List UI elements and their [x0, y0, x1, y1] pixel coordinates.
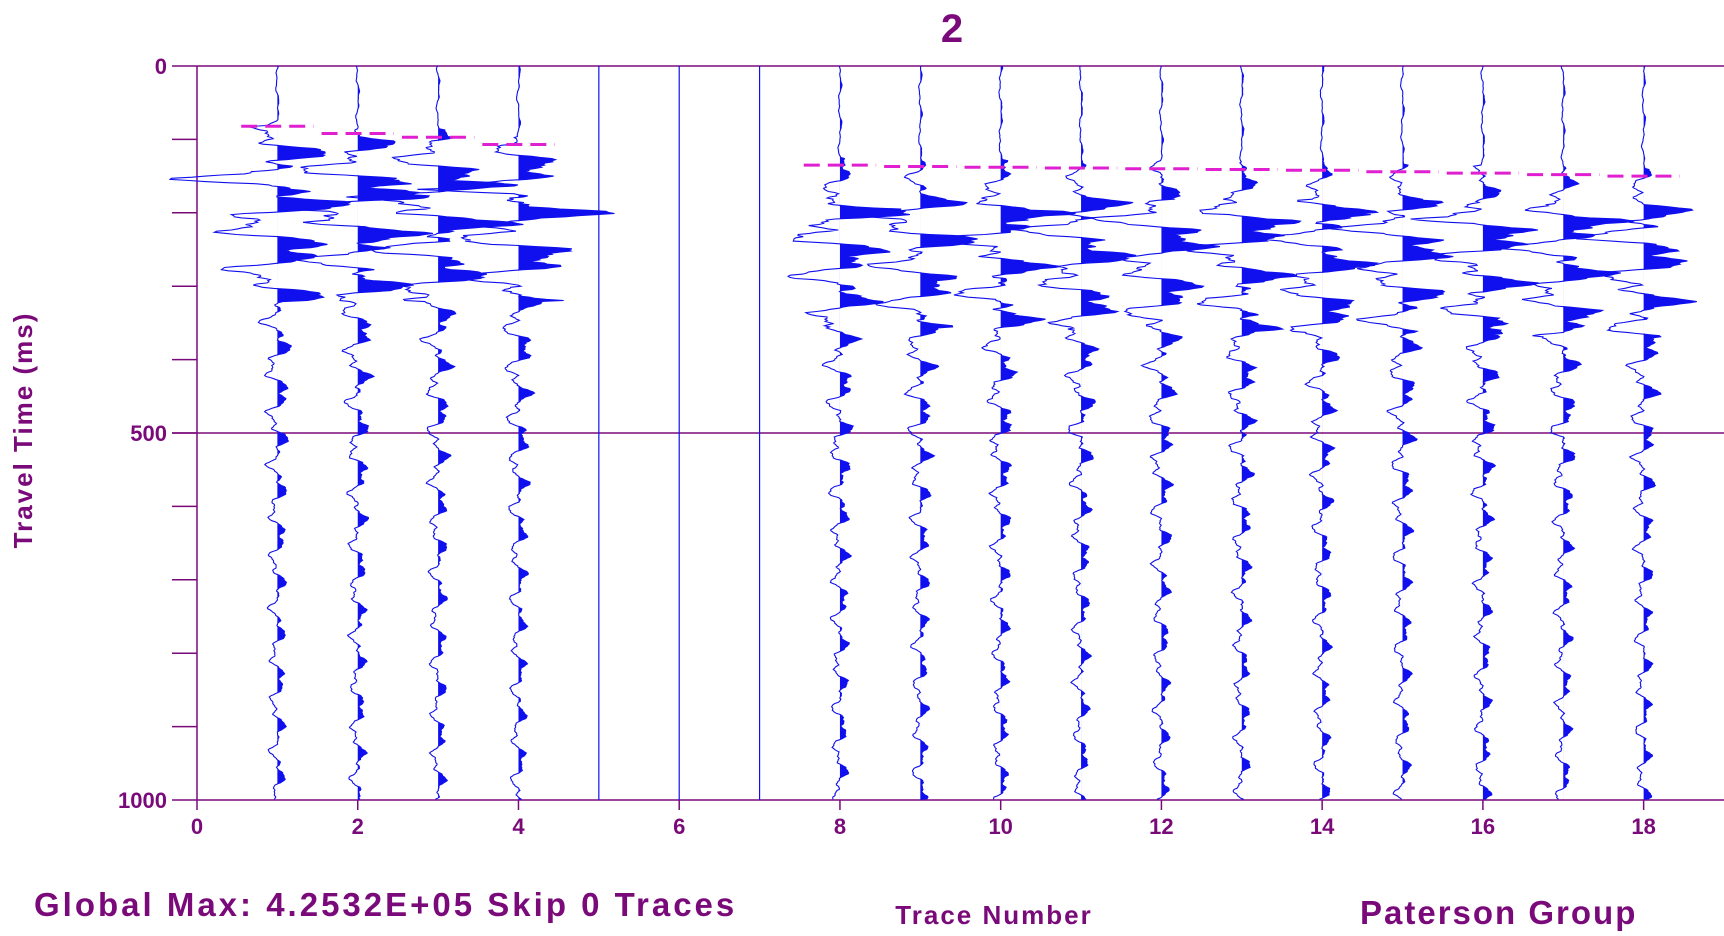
trace-fill [1643, 66, 1697, 800]
x-tick-label: 2 [352, 814, 364, 839]
trace-fill [1000, 66, 1076, 800]
x-tick-label: 18 [1631, 814, 1655, 839]
trace-wiggle [1252, 65, 1380, 800]
trace-fill [839, 66, 910, 800]
company-label: Paterson Group [1360, 894, 1637, 931]
trace-wiggles [168, 65, 1697, 800]
x-tick-label: 14 [1310, 814, 1335, 839]
trace-wiggle [1328, 65, 1454, 800]
x-tick-label: 8 [834, 814, 846, 839]
trace-wiggle [1410, 66, 1539, 800]
y-tick-labels: 0 500 1000 [118, 54, 167, 813]
trace-wiggle [864, 65, 978, 800]
global-max-label: Global Max: 4.2532E+05 Skip 0 Traces [34, 886, 737, 923]
trace-wiggle [168, 65, 351, 800]
trace-fill [277, 66, 351, 800]
chart-title: 2 [941, 7, 963, 51]
y-tick-label: 500 [130, 421, 167, 446]
x-tick-labels: 0 2 4 6 8 10 12 14 16 18 [191, 814, 1656, 839]
trace-fill [1402, 66, 1454, 800]
x-tick-label: 0 [191, 814, 203, 839]
x-tick-label: 10 [988, 814, 1012, 839]
trace-fill [518, 66, 615, 800]
trace-fill [357, 66, 433, 800]
trace-wiggle [1496, 66, 1635, 800]
trace-wiggle [1186, 65, 1302, 800]
trace-fill [1322, 66, 1378, 800]
plot-frame [172, 65, 1724, 810]
first-break-picks [241, 124, 1680, 178]
trace-wiggle [1007, 65, 1137, 800]
trace-wiggle [346, 65, 524, 800]
trace-wiggle [1090, 66, 1221, 800]
y-tick-label: 1000 [118, 788, 167, 813]
y-tick-label: 0 [155, 54, 167, 79]
x-tick-label: 12 [1149, 814, 1173, 839]
x-tick-label: 4 [512, 814, 525, 839]
x-axis-label: Trace Number [895, 900, 1092, 930]
trace-wiggle [287, 65, 433, 800]
y-axis-label: Travel Time (ms) [8, 312, 38, 549]
trace-fill [1482, 66, 1539, 800]
trace-wiggle [786, 65, 910, 800]
trace-fill [1161, 66, 1220, 800]
trace-wiggle [417, 65, 615, 800]
x-tick-label: 6 [673, 814, 685, 839]
trace-wiggle [1574, 65, 1697, 800]
trace-wiggle [941, 65, 1076, 800]
x-tick-label: 16 [1471, 814, 1495, 839]
